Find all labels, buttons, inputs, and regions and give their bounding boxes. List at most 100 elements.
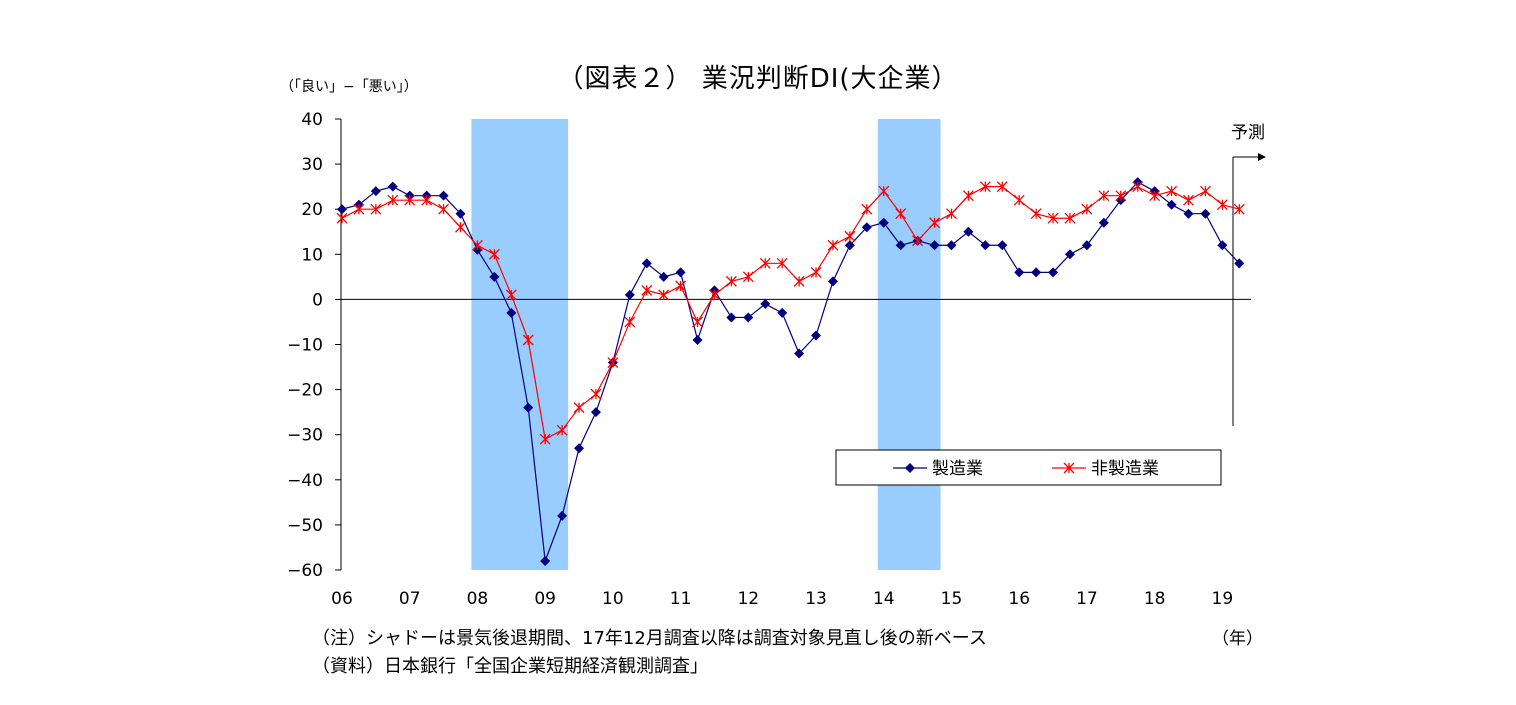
series-1-point [455,208,466,219]
series-2-point [370,203,382,215]
series-2-point [827,239,839,251]
chart-note: （注）シャドーは景気後退期間、17年12月調査以降は調査対象見直し後の新ベース [312,628,987,649]
y-tick-label: 20 [301,200,323,220]
series-1-point [489,271,500,282]
series-1-point [1064,249,1075,260]
series-1-point [811,330,822,341]
series-2-point [793,275,805,287]
recession-shade-1 [471,119,569,570]
x-axis-unit-label: （年） [1212,629,1263,649]
y-axis-label: （「良い」−「悪い」） [280,79,418,95]
series-2-point [861,203,873,215]
legend-label-2: 非製造業 [1091,459,1159,479]
series-1-point [1166,199,1177,210]
series-1-point [557,510,568,521]
forecast-label: 予測 [1231,123,1265,143]
series-1-point [1098,217,1109,228]
series-2-point [946,208,957,220]
series-1-point [1031,267,1042,278]
series-2-point [725,275,737,287]
series-2-point [962,190,974,202]
series-1-point [844,240,855,251]
series-2-point [336,212,348,224]
x-tick-label: 17 [1076,589,1098,609]
series-1-point [370,186,381,197]
x-tick-label: 07 [399,589,421,609]
series-1-point [438,190,449,201]
series-2-point [404,194,416,206]
series-2-point [895,208,907,220]
series-1-point [1200,208,1211,219]
x-tick-label: 18 [1144,589,1166,609]
series-1-point [337,204,347,215]
y-tick-label: 10 [301,245,323,265]
forecast-arrowhead [1258,153,1266,161]
y-tick-label: −20 [287,381,323,401]
series-2-point [844,230,856,242]
x-tick-label: 13 [805,589,827,609]
series-2-point [658,289,670,301]
series-1-point [861,222,872,233]
series-1-point [692,334,703,345]
series-1-point [540,555,551,566]
series-1-point [506,307,517,318]
series-1-point [929,240,940,251]
series-2-point [692,316,703,328]
series-1-point [658,271,669,282]
series-2-point [1030,208,1042,220]
series-1-point [777,307,788,318]
series-2-point [573,402,585,414]
x-tick-label: 16 [1008,589,1030,609]
series-2-point [471,239,483,251]
series-2-point [878,185,890,197]
series-1-point [675,267,686,278]
series-1-point [1234,258,1245,269]
series-2-point [1013,194,1025,206]
series-2-point [1047,212,1059,224]
series-1-point [743,312,754,323]
series-2-point [1149,190,1161,202]
series-2-point [776,257,788,269]
series-2-point [387,194,399,206]
series-1-point [997,240,1008,251]
series-1-point [980,240,991,251]
series-1-point [946,240,957,251]
series-2-point [1233,203,1245,215]
series-2-point [979,181,991,193]
series-1-point [963,226,974,237]
legend-label-1: 製造業 [932,459,983,479]
chart-title: （図表２） 業況判断DI(大企業） [557,64,959,94]
series-2-point [929,217,941,229]
y-tick-label: −30 [287,426,323,446]
x-tick-label: 11 [670,589,692,609]
x-tick-label: 15 [941,589,963,609]
x-tick-label: 08 [467,589,489,609]
y-tick-label: −60 [287,561,323,581]
series-2-point [1064,212,1076,224]
y-tick-label: −50 [287,516,323,536]
series-2-point [742,271,754,283]
series-1-point [726,312,737,323]
series-2-point [421,194,433,206]
series-2-point [488,248,500,260]
series-2-point [1132,181,1144,193]
series-2-point [556,424,568,436]
legend-marker-1 [905,463,915,473]
series-2-point [1216,199,1228,211]
series-2-point [675,280,687,292]
series-1-point [794,348,805,359]
series-1-point [574,443,585,454]
x-tick-label: 10 [602,589,624,609]
series-2-point [438,203,450,215]
x-tick-label: 06 [331,589,353,609]
series-2-point [590,388,602,400]
x-tick-label: 09 [534,589,556,609]
x-tick-label: 19 [1212,589,1234,609]
series-2-point [624,316,636,328]
series-1-point [1217,240,1228,251]
series-1-point [1014,267,1025,278]
y-tick-label: −40 [287,471,323,491]
series-1-point [523,402,534,413]
series-2-point [1199,185,1211,197]
